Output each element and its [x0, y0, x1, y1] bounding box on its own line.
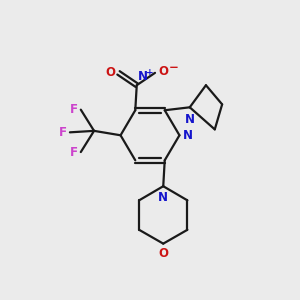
- Text: O: O: [158, 247, 168, 260]
- Text: F: F: [70, 146, 78, 159]
- Text: N: N: [183, 129, 193, 142]
- Text: −: −: [169, 61, 179, 74]
- Text: F: F: [70, 103, 78, 116]
- Text: O: O: [105, 66, 115, 79]
- Text: F: F: [58, 126, 66, 139]
- Text: O: O: [158, 65, 169, 78]
- Text: +: +: [146, 68, 154, 77]
- Text: N: N: [158, 190, 168, 204]
- Text: N: N: [185, 112, 195, 126]
- Text: N: N: [138, 70, 148, 83]
